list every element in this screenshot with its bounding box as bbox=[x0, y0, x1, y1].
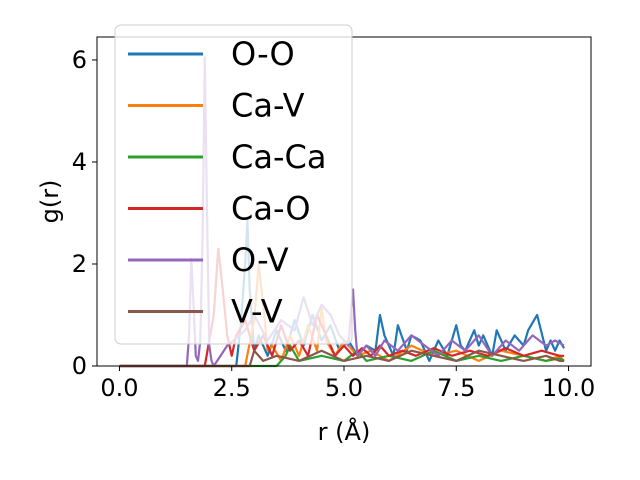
x-tick-label: 0.0 bbox=[100, 374, 138, 402]
x-tick-label: 10.0 bbox=[542, 374, 595, 402]
legend-entry-o-v: O-V bbox=[231, 241, 289, 279]
y-tick-label: 6 bbox=[72, 46, 87, 74]
legend-entry-ca-ca: Ca-Ca bbox=[231, 138, 326, 176]
series-line-v-v bbox=[119, 349, 565, 368]
x-tick-label: 2.5 bbox=[213, 374, 251, 402]
y-axis: 0 2 4 6 bbox=[72, 46, 97, 380]
legend: O-O Ca-V Ca-Ca Ca-O O-V V-V bbox=[114, 24, 353, 345]
y-tick-label: 4 bbox=[72, 148, 87, 176]
x-tick-label: 5.0 bbox=[325, 374, 363, 402]
y-tick-label: 2 bbox=[72, 250, 87, 278]
legend-entry-v-v: V-V bbox=[231, 293, 283, 331]
legend-entry-ca-v: Ca-V bbox=[231, 87, 305, 125]
y-tick-label: 0 bbox=[72, 352, 87, 380]
legend-entry-o-o: O-O bbox=[231, 35, 295, 73]
x-axis-label: r (Å) bbox=[318, 417, 371, 446]
x-tick-label: 7.5 bbox=[437, 374, 475, 402]
legend-entry-ca-o: Ca-O bbox=[231, 190, 311, 228]
y-axis-label: g(r) bbox=[36, 180, 64, 224]
x-axis: 0.0 2.5 5.0 7.5 10.0 bbox=[100, 366, 595, 402]
